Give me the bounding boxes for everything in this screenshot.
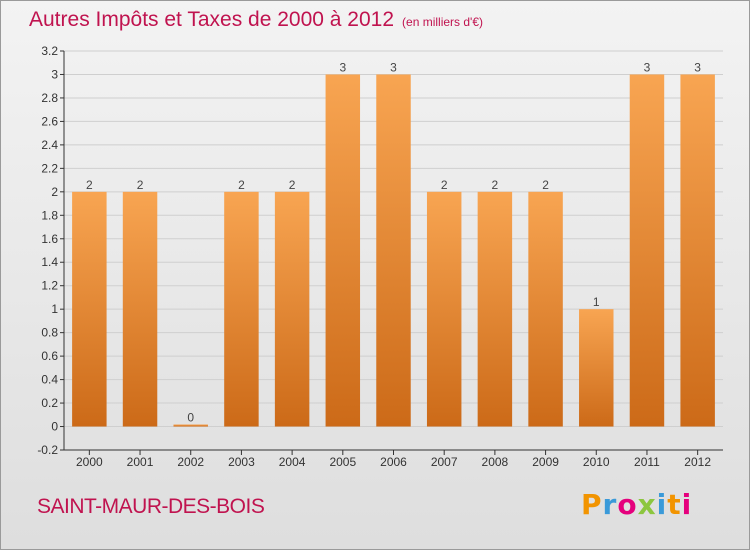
y-tick-label: 2.2 xyxy=(41,161,58,175)
y-tick-label: 2.8 xyxy=(41,91,58,105)
y-tick-label: -0.2 xyxy=(37,443,58,457)
x-tick-label: 2004 xyxy=(279,455,306,469)
chart-title-line: Autres Impôts et Taxes de 2000 à 2012 (en… xyxy=(29,8,483,32)
y-tick-label: 2.4 xyxy=(41,138,58,152)
x-tick-label: 2012 xyxy=(684,455,711,469)
bar xyxy=(274,191,310,427)
y-tick-label: 2 xyxy=(51,185,58,199)
y-tick-label: 0.8 xyxy=(41,326,58,340)
bar xyxy=(629,74,665,427)
x-tick-label: 2010 xyxy=(583,455,610,469)
bar xyxy=(122,191,158,427)
y-tick-label: 2.6 xyxy=(41,114,58,128)
bar xyxy=(72,191,107,427)
commune-name: SAINT-MAUR-DES-BOIS xyxy=(37,495,265,518)
data-label: 3 xyxy=(339,60,346,74)
bar xyxy=(173,424,208,427)
bar xyxy=(528,191,563,427)
logo-letter: x xyxy=(637,488,657,521)
bar xyxy=(426,191,462,427)
y-tick-label: 1.8 xyxy=(41,208,58,222)
data-label: 0 xyxy=(187,411,194,425)
x-tick-label: 2003 xyxy=(228,455,255,469)
logo-letter: o xyxy=(617,488,638,521)
y-tick-label: 0.6 xyxy=(41,349,58,363)
data-label: 3 xyxy=(644,60,651,74)
bar xyxy=(579,309,614,427)
proxiti-logo: Proxiti xyxy=(581,488,692,521)
y-tick-label: 0.4 xyxy=(41,373,58,387)
data-label: 2 xyxy=(86,178,93,192)
y-tick-label: 1 xyxy=(51,302,58,316)
bar xyxy=(477,191,513,427)
data-label: 3 xyxy=(694,60,701,74)
x-tick-label: 2006 xyxy=(380,455,407,469)
data-label: 2 xyxy=(441,178,448,192)
x-tick-label: 2009 xyxy=(532,455,559,469)
y-tick-label: 0.2 xyxy=(41,396,58,410)
data-label: 2 xyxy=(137,178,144,192)
data-label: 2 xyxy=(238,178,245,192)
y-tick-label: 1.6 xyxy=(41,232,58,246)
y-tick-label: 3 xyxy=(51,67,58,81)
data-label: 3 xyxy=(390,60,397,74)
logo-letter: P xyxy=(581,488,603,521)
x-tick-label: 2007 xyxy=(431,455,458,469)
axes xyxy=(60,50,723,455)
logo-letter: r xyxy=(602,488,618,521)
x-tick-label: 2001 xyxy=(127,455,154,469)
logo-letter: i xyxy=(656,488,668,521)
y-tick-label: 1.4 xyxy=(41,255,58,269)
labels: -0.2 0 0.2 0.4 0.6 0.8 1 1.2 1.4 1.6 1.8 2 2.2 2.4 2.6… xyxy=(37,44,711,469)
x-tick-label: 2000 xyxy=(76,455,103,469)
x-tick-label: 2011 xyxy=(634,455,660,469)
y-tick-label: 0 xyxy=(51,420,58,434)
bar xyxy=(224,191,259,427)
logo-letter: i xyxy=(681,488,693,521)
bar xyxy=(376,74,411,427)
data-label: 2 xyxy=(492,178,499,192)
chart-title: Autres Impôts et Taxes de 2000 à 2012 xyxy=(29,8,395,31)
bar xyxy=(325,74,361,427)
data-label: 2 xyxy=(542,178,549,192)
bars xyxy=(72,74,715,427)
bar xyxy=(680,74,715,427)
data-label: 1 xyxy=(593,295,600,309)
x-tick-label: 2005 xyxy=(329,455,356,469)
y-tick-label: 1.2 xyxy=(41,279,58,293)
x-tick-label: 2002 xyxy=(177,455,204,469)
logo-letter: t xyxy=(667,488,682,521)
chart-subtitle: (en milliers d'€) xyxy=(402,15,484,29)
data-label: 2 xyxy=(289,178,296,192)
x-tick-label: 2008 xyxy=(482,455,509,469)
y-tick-label: 3.2 xyxy=(41,44,58,58)
